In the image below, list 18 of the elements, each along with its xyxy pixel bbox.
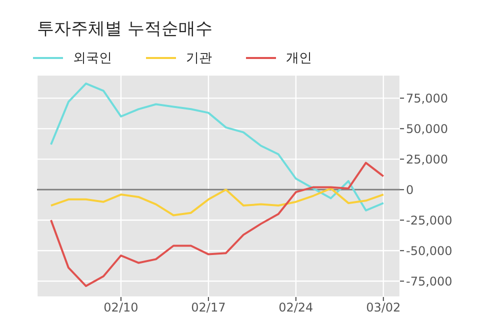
x-tick-label: 02/17 (191, 300, 226, 315)
y-tick-label: -50,000 (406, 244, 452, 258)
chart-title: 투자주체별 누적순매수 (37, 18, 212, 40)
y-tick-label: -75,000 (406, 274, 452, 288)
line-series (50, 162, 384, 288)
legend-label: 외국인 (73, 50, 112, 67)
y-tick-label: -25,000 (406, 213, 452, 228)
x-tick-label: 02/10 (104, 300, 138, 315)
y-tick-label: 50,000 (406, 122, 448, 136)
legend-label: 기관 (186, 50, 212, 67)
x-tick-label: 03/02 (366, 300, 401, 315)
y-tick-label: 75,000 (406, 91, 448, 106)
legend-label: 개인 (286, 50, 312, 67)
y-tick-label: 0 (406, 182, 414, 197)
line-series (50, 82, 384, 212)
y-tick-label: 25,000 (406, 152, 448, 166)
x-tick-label: 02/24 (278, 300, 314, 315)
line-series (50, 187, 384, 216)
